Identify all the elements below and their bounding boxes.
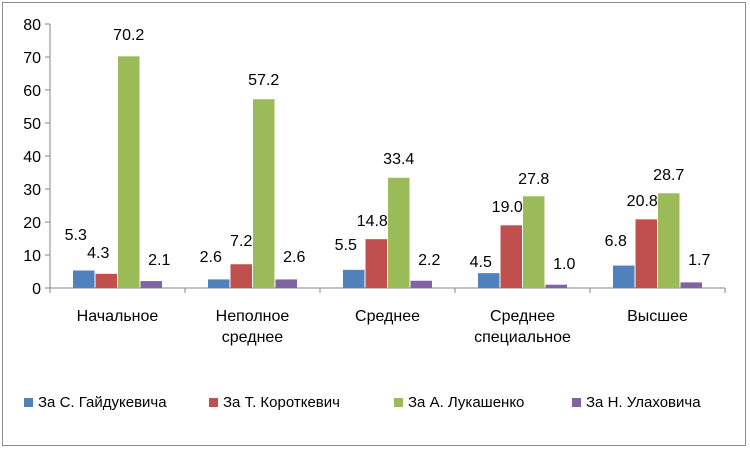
bar <box>140 281 162 288</box>
y-tick-label: 80 <box>23 17 41 34</box>
bar <box>118 56 140 289</box>
data-label: 7.2 <box>230 233 252 250</box>
data-label: 2.6 <box>200 249 222 266</box>
bar <box>208 279 230 288</box>
bar <box>500 225 522 288</box>
data-label: 2.2 <box>418 252 440 269</box>
category-label: Высшее <box>627 308 688 325</box>
bar <box>95 273 117 288</box>
legend-swatch <box>572 398 581 407</box>
data-label: 5.3 <box>65 227 87 244</box>
legend-label: За Т. Короткевич <box>223 394 340 411</box>
legend-swatch <box>24 398 33 407</box>
data-label: 1.7 <box>688 252 710 269</box>
bar <box>230 264 252 288</box>
category-label: среднее <box>222 329 284 346</box>
bar <box>613 265 635 288</box>
data-label: 4.5 <box>470 254 492 271</box>
data-labels: 5.3 2.6 5.5 4.5 6.8 4.3 7.2 14.8 19.0 20.8 70.2 57.… <box>65 27 711 273</box>
data-label: 27.8 <box>518 171 549 188</box>
data-label: 1.0 <box>553 256 575 273</box>
data-label: 2.6 <box>283 249 305 266</box>
bar <box>635 219 657 288</box>
data-label: 28.7 <box>653 167 684 184</box>
bar <box>253 99 275 289</box>
legend-swatch <box>394 398 403 407</box>
data-label: 20.8 <box>627 193 658 210</box>
data-label: 33.4 <box>383 151 414 168</box>
category-label: Среднее <box>490 308 555 325</box>
y-tick-label: 10 <box>23 248 41 265</box>
bar <box>545 284 567 288</box>
y-tick-label: 40 <box>23 149 41 166</box>
data-label: 70.2 <box>113 27 144 44</box>
axes: 0 10 20 30 40 50 60 70 80 Начальное Неполное средне… <box>23 17 726 346</box>
legend-swatch <box>209 398 218 407</box>
y-tick-label: 60 <box>23 83 41 100</box>
category-label: специальное <box>474 329 571 346</box>
bar <box>275 279 297 288</box>
bar <box>73 270 95 288</box>
bars <box>73 56 702 289</box>
bar <box>388 177 410 288</box>
bar <box>343 269 365 288</box>
data-label: 57.2 <box>248 72 279 89</box>
y-tick-label: 30 <box>23 182 41 199</box>
y-tick-label: 0 <box>32 281 41 298</box>
data-label: 4.3 <box>87 245 109 262</box>
data-label: 19.0 <box>492 199 523 216</box>
legend-label: За А. Лукашенко <box>408 394 524 411</box>
data-label: 2.1 <box>148 252 170 269</box>
bar <box>410 280 432 288</box>
legend: За С. Гайдукевича За Т. Короткевич За А. Л… <box>24 394 701 411</box>
bar <box>365 239 387 288</box>
category-label: Начальное <box>77 308 159 325</box>
bar <box>680 282 702 288</box>
legend-label: За Н. Улаховича <box>586 394 701 411</box>
bar <box>523 196 545 288</box>
category-label: Среднее <box>355 308 420 325</box>
bar <box>478 273 500 288</box>
category-label: Неполное <box>216 308 290 325</box>
data-label: 6.8 <box>605 233 627 250</box>
data-label: 5.5 <box>335 237 357 254</box>
y-tick-label: 20 <box>23 215 41 232</box>
data-label: 14.8 <box>357 213 388 230</box>
legend-label: За С. Гайдукевича <box>38 394 167 411</box>
y-tick-label: 50 <box>23 116 41 133</box>
bar <box>658 193 680 288</box>
y-tick-label: 70 <box>23 50 41 67</box>
